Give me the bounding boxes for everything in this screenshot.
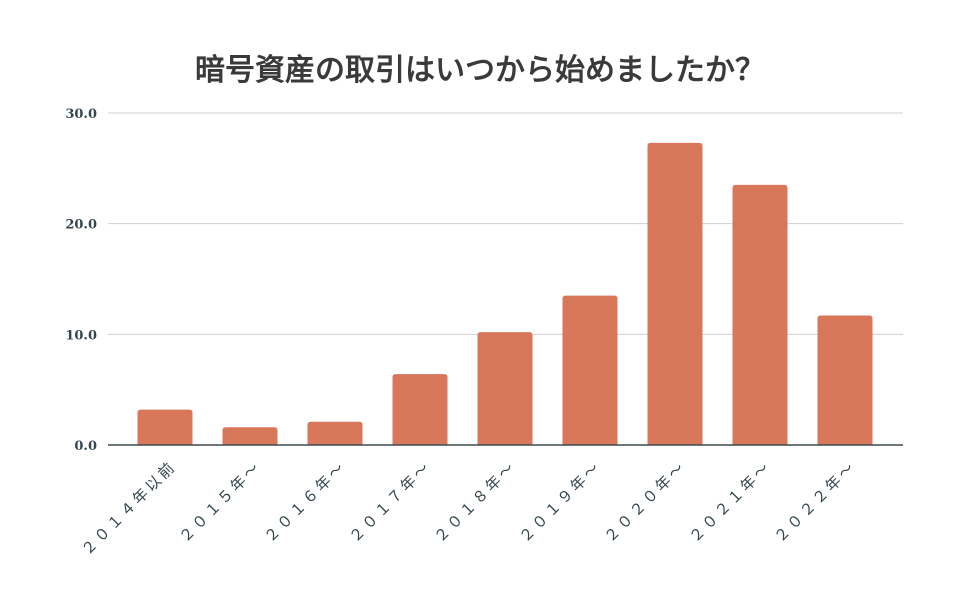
y-tick-label: 10.0	[65, 328, 97, 343]
x-tick-label: ２０１６年〜	[261, 457, 350, 546]
bar	[137, 409, 193, 445]
bar	[222, 427, 278, 445]
bar	[392, 374, 448, 445]
bar	[647, 142, 703, 445]
chart-title: 暗号資産の取引はいつから始めましたか？	[195, 53, 765, 88]
y-tick-label: 30.0	[65, 107, 97, 122]
x-tick-label: ２０１９年〜	[516, 457, 605, 546]
bar	[732, 184, 788, 445]
x-tick-label: ２０１４年以前	[78, 457, 180, 559]
x-tick-label: ２０２０年〜	[601, 457, 690, 546]
y-tick-label: 20.0	[65, 218, 97, 233]
bar	[477, 332, 533, 445]
y-tick-label: 0.0	[74, 439, 97, 454]
bar	[307, 421, 363, 445]
bar	[817, 315, 873, 445]
x-tick-label: ２０１５年〜	[176, 457, 265, 546]
x-tick-label: ２０１７年〜	[346, 457, 435, 546]
bar	[562, 295, 618, 445]
x-tick-label: ２０２１年〜	[686, 457, 775, 546]
x-tick-label: ２０１８年〜	[431, 457, 520, 546]
x-tick-label: ２０２２年〜	[771, 457, 860, 546]
